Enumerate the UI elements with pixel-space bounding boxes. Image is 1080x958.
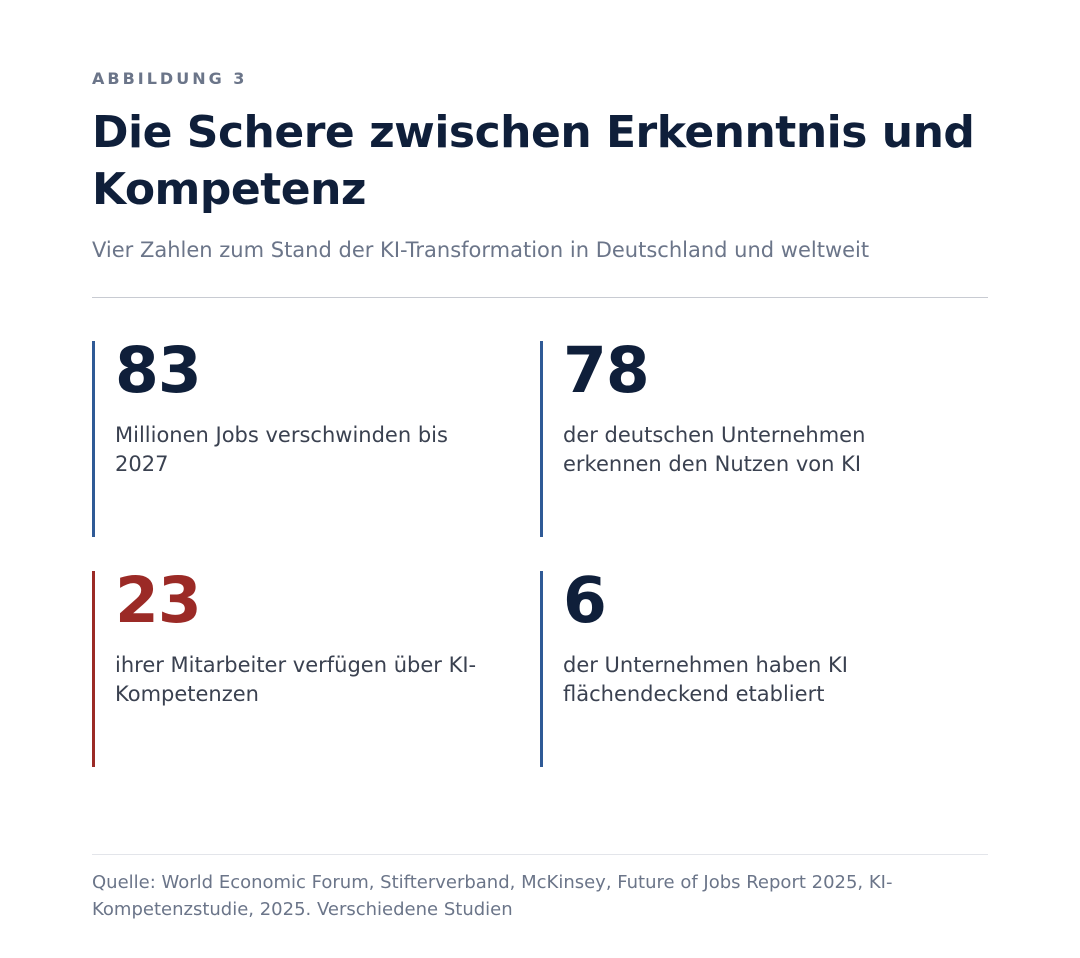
stat-description: der deutschen Unternehmen erkennen den N… xyxy=(563,423,866,476)
figure-label: ABBILDUNG 3 xyxy=(92,69,248,88)
header-divider xyxy=(92,297,988,298)
stat-description: ihrer Mitarbeiter verfügen über KI-Kompe… xyxy=(115,653,477,706)
stat-description: der Unternehmen haben KI flächendeckend … xyxy=(563,653,848,706)
stat-description: Millionen Jobs verschwinden bis 2027 xyxy=(115,423,448,476)
page-subtitle: Vier Zahlen zum Stand der KI-Transformat… xyxy=(92,238,870,262)
stat-value: 78 xyxy=(563,334,650,407)
footer-divider xyxy=(92,854,988,855)
stat-value: 83 xyxy=(115,334,202,407)
figure-page: ABBILDUNG 3 Die Schere zwischen Erkenntn… xyxy=(92,0,988,958)
stat-card-jobs: 83 Millionen Jobs verschwinden bis 2027 xyxy=(92,334,492,537)
stat-card-adoption: 6 der Unternehmen haben KI flächendecken… xyxy=(540,564,940,767)
stat-value: 6 xyxy=(563,564,607,637)
stat-card-competence: 23 ihrer Mitarbeiter verfügen über KI-Ko… xyxy=(92,564,492,767)
stat-value: 23 xyxy=(115,564,202,637)
source-note: Quelle: World Economic Forum, Stifterver… xyxy=(92,872,893,920)
stat-card-recognition: 78 der deutschen Unternehmen erkennen de… xyxy=(540,334,940,537)
page-title: Die Schere zwischen Erkenntnis und Kompe… xyxy=(92,107,975,215)
